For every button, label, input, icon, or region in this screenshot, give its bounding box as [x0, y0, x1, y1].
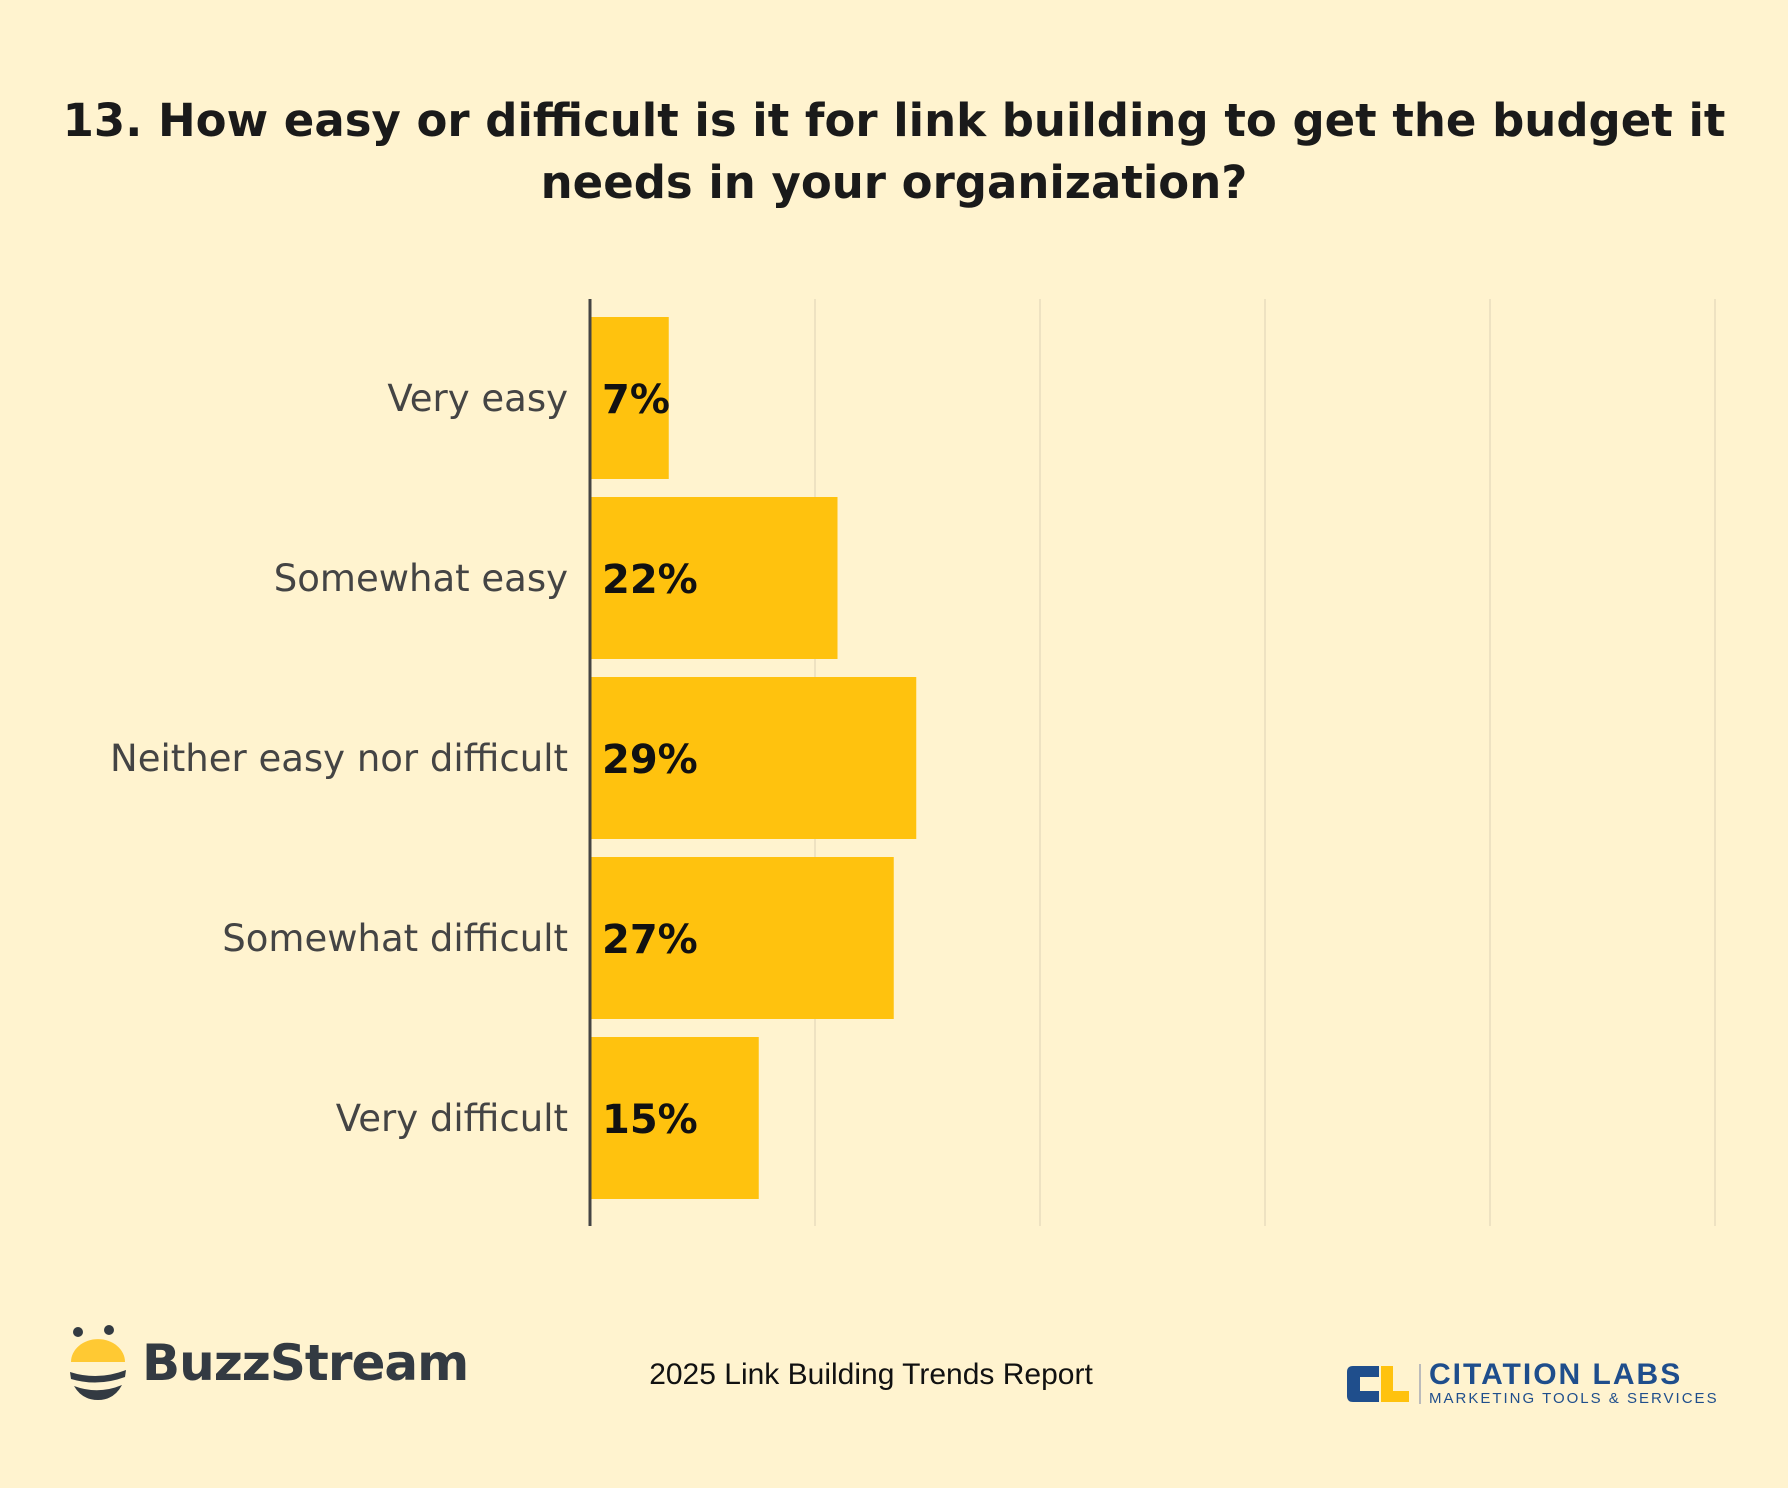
- category-label: Somewhat difficult: [222, 917, 568, 960]
- category-label: Very difficult: [336, 1097, 568, 1140]
- buzzstream-wordmark: BuzzStream: [142, 1334, 469, 1392]
- value-label: 22%: [602, 557, 698, 603]
- citation-labs-tagline: MARKETING TOOLS & SERVICES: [1429, 1390, 1719, 1407]
- bar: [590, 857, 894, 1019]
- report-name: 2025 Link Building Trends Report: [649, 1358, 1093, 1391]
- chart-title: 13. How easy or difficult is it for link…: [62, 94, 1726, 209]
- bar: [590, 497, 838, 659]
- value-label: 29%: [602, 737, 698, 783]
- value-label: 7%: [602, 377, 670, 423]
- citation-labs-logo: CITATION LABS MARKETING TOOLS & SERVICES: [1345, 1360, 1719, 1407]
- value-label: 15%: [602, 1097, 698, 1143]
- category-label: Neither easy nor difficult: [110, 737, 568, 780]
- citation-labs-name: CITATION LABS: [1429, 1358, 1683, 1391]
- category-label: Very easy: [387, 377, 568, 420]
- bar: [590, 317, 669, 479]
- cl-mark-icon: [1347, 1365, 1409, 1402]
- bar-chart: Very easy 7% Somewhat easy 22% Neither easy …: [110, 299, 1716, 1226]
- bar: [590, 1037, 759, 1199]
- value-label: 27%: [602, 917, 698, 963]
- bee-icon: [70, 1325, 126, 1400]
- logo-divider: [1419, 1363, 1421, 1404]
- bar: [590, 677, 917, 839]
- category-label: Somewhat easy: [274, 557, 568, 600]
- buzzstream-logo: BuzzStream: [68, 1325, 469, 1401]
